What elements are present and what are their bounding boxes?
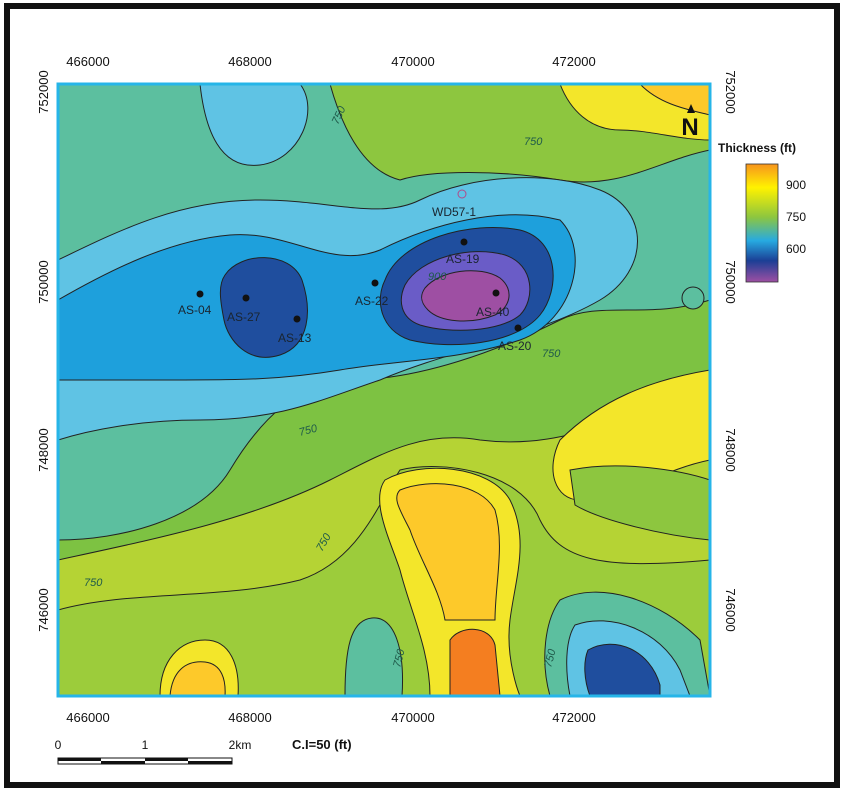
contour-label: 750 — [298, 422, 320, 439]
well-label: AS-04 — [178, 303, 212, 317]
well-marker[interactable]: AS-27 — [227, 294, 261, 325]
x-tick-label: 468000 — [228, 54, 271, 69]
x-axis-bottom: 466000 468000 470000 472000 — [66, 710, 595, 725]
y-tick-label: 748000 — [723, 428, 738, 471]
contour-band — [584, 643, 661, 696]
well-dot — [457, 189, 467, 199]
contour-label: 750 — [542, 348, 561, 360]
well-label: AS-13 — [278, 331, 312, 345]
y-tick-label: 746000 — [723, 588, 738, 631]
y-tick-label: 752000 — [723, 70, 738, 113]
well-dot — [293, 315, 301, 323]
x-tick-label: 472000 — [552, 710, 595, 725]
legend-colorbar — [745, 163, 779, 283]
contour-band — [681, 286, 705, 310]
map-border — [56, 82, 712, 698]
contour-band — [569, 465, 710, 541]
well-dot — [196, 290, 204, 298]
y-tick-label: 750000 — [36, 260, 51, 303]
scale-label: 0 — [55, 738, 62, 752]
well-label: AS-40 — [476, 305, 510, 319]
scale-label: 1 — [142, 738, 149, 752]
legend-value: 600 — [786, 242, 806, 256]
well-dot — [460, 238, 468, 246]
well-dot — [514, 324, 522, 332]
y-axis-right: 752000 750000 748000 746000 — [723, 70, 738, 631]
well-label: AS-20 — [498, 339, 532, 353]
well-marker[interactable]: AS-20 — [498, 324, 532, 354]
well-label: AS-27 — [227, 310, 261, 324]
contour-label: 750 — [391, 647, 408, 669]
scale-bar-segment — [188, 761, 232, 764]
contour-interval-label: C.I=50 (ft) — [292, 737, 352, 752]
well-marker[interactable]: WD57-1 — [432, 189, 476, 219]
contour-label: 750 — [84, 577, 103, 589]
contour-labels: 750 750 750 750 750 750 750 750 900 — [84, 104, 561, 669]
well-label: AS-22 — [355, 294, 389, 308]
north-arrow-icon — [687, 104, 695, 113]
north-arrow: N — [681, 104, 699, 141]
contour-label: 750 — [542, 647, 559, 669]
x-tick-label: 466000 — [66, 710, 109, 725]
x-tick-label: 472000 — [552, 54, 595, 69]
y-axis-left: 752000 750000 748000 746000 — [36, 70, 51, 631]
scale-bar-segment — [101, 761, 145, 764]
well-dot — [242, 294, 250, 302]
well-marker[interactable]: AS-04 — [178, 290, 212, 318]
contour-band — [421, 270, 510, 322]
contour-band — [219, 257, 308, 358]
legend-value: 900 — [786, 178, 806, 192]
x-tick-label: 466000 — [66, 54, 109, 69]
contour-band — [169, 661, 226, 696]
legend-value: 750 — [786, 210, 806, 224]
well-marker[interactable]: AS-19 — [446, 238, 480, 267]
y-tick-label: 748000 — [36, 428, 51, 471]
x-tick-label: 470000 — [391, 54, 434, 69]
well-marker[interactable]: AS-22 — [355, 279, 389, 309]
scale-bar-segment — [145, 758, 188, 761]
legend-title: Thickness (ft) — [718, 141, 796, 155]
contour-label: 900 — [428, 271, 447, 283]
x-tick-label: 468000 — [228, 710, 271, 725]
x-axis-top: 466000 468000 470000 472000 — [66, 54, 595, 69]
contour-band — [344, 617, 403, 696]
well-label: AS-19 — [446, 252, 480, 266]
well-marker[interactable]: AS-13 — [278, 315, 312, 346]
well-dot — [371, 279, 379, 287]
scale-bar-segment — [58, 758, 101, 761]
scale-bar: 0 1 2km — [55, 738, 252, 765]
y-tick-label: 752000 — [36, 70, 51, 113]
wells-layer: AS-04 AS-27 AS-13 AS-22 WD57-1 AS-19 AS-… — [178, 189, 532, 354]
well-marker[interactable]: AS-40 — [476, 289, 510, 320]
well-dot — [492, 289, 500, 297]
well-label: WD57-1 — [432, 205, 476, 219]
contour-label: 750 — [524, 136, 543, 148]
contour-fill-layer — [58, 84, 710, 696]
contour-band — [396, 483, 500, 621]
x-tick-label: 470000 — [391, 710, 434, 725]
scale-label: 2km — [229, 738, 252, 752]
legend: Thickness (ft) 900 750 600 — [718, 141, 806, 283]
y-tick-label: 750000 — [723, 260, 738, 303]
contour-band — [199, 84, 309, 166]
north-label: N — [681, 114, 698, 141]
y-tick-label: 746000 — [36, 588, 51, 631]
contour-band — [449, 628, 501, 696]
